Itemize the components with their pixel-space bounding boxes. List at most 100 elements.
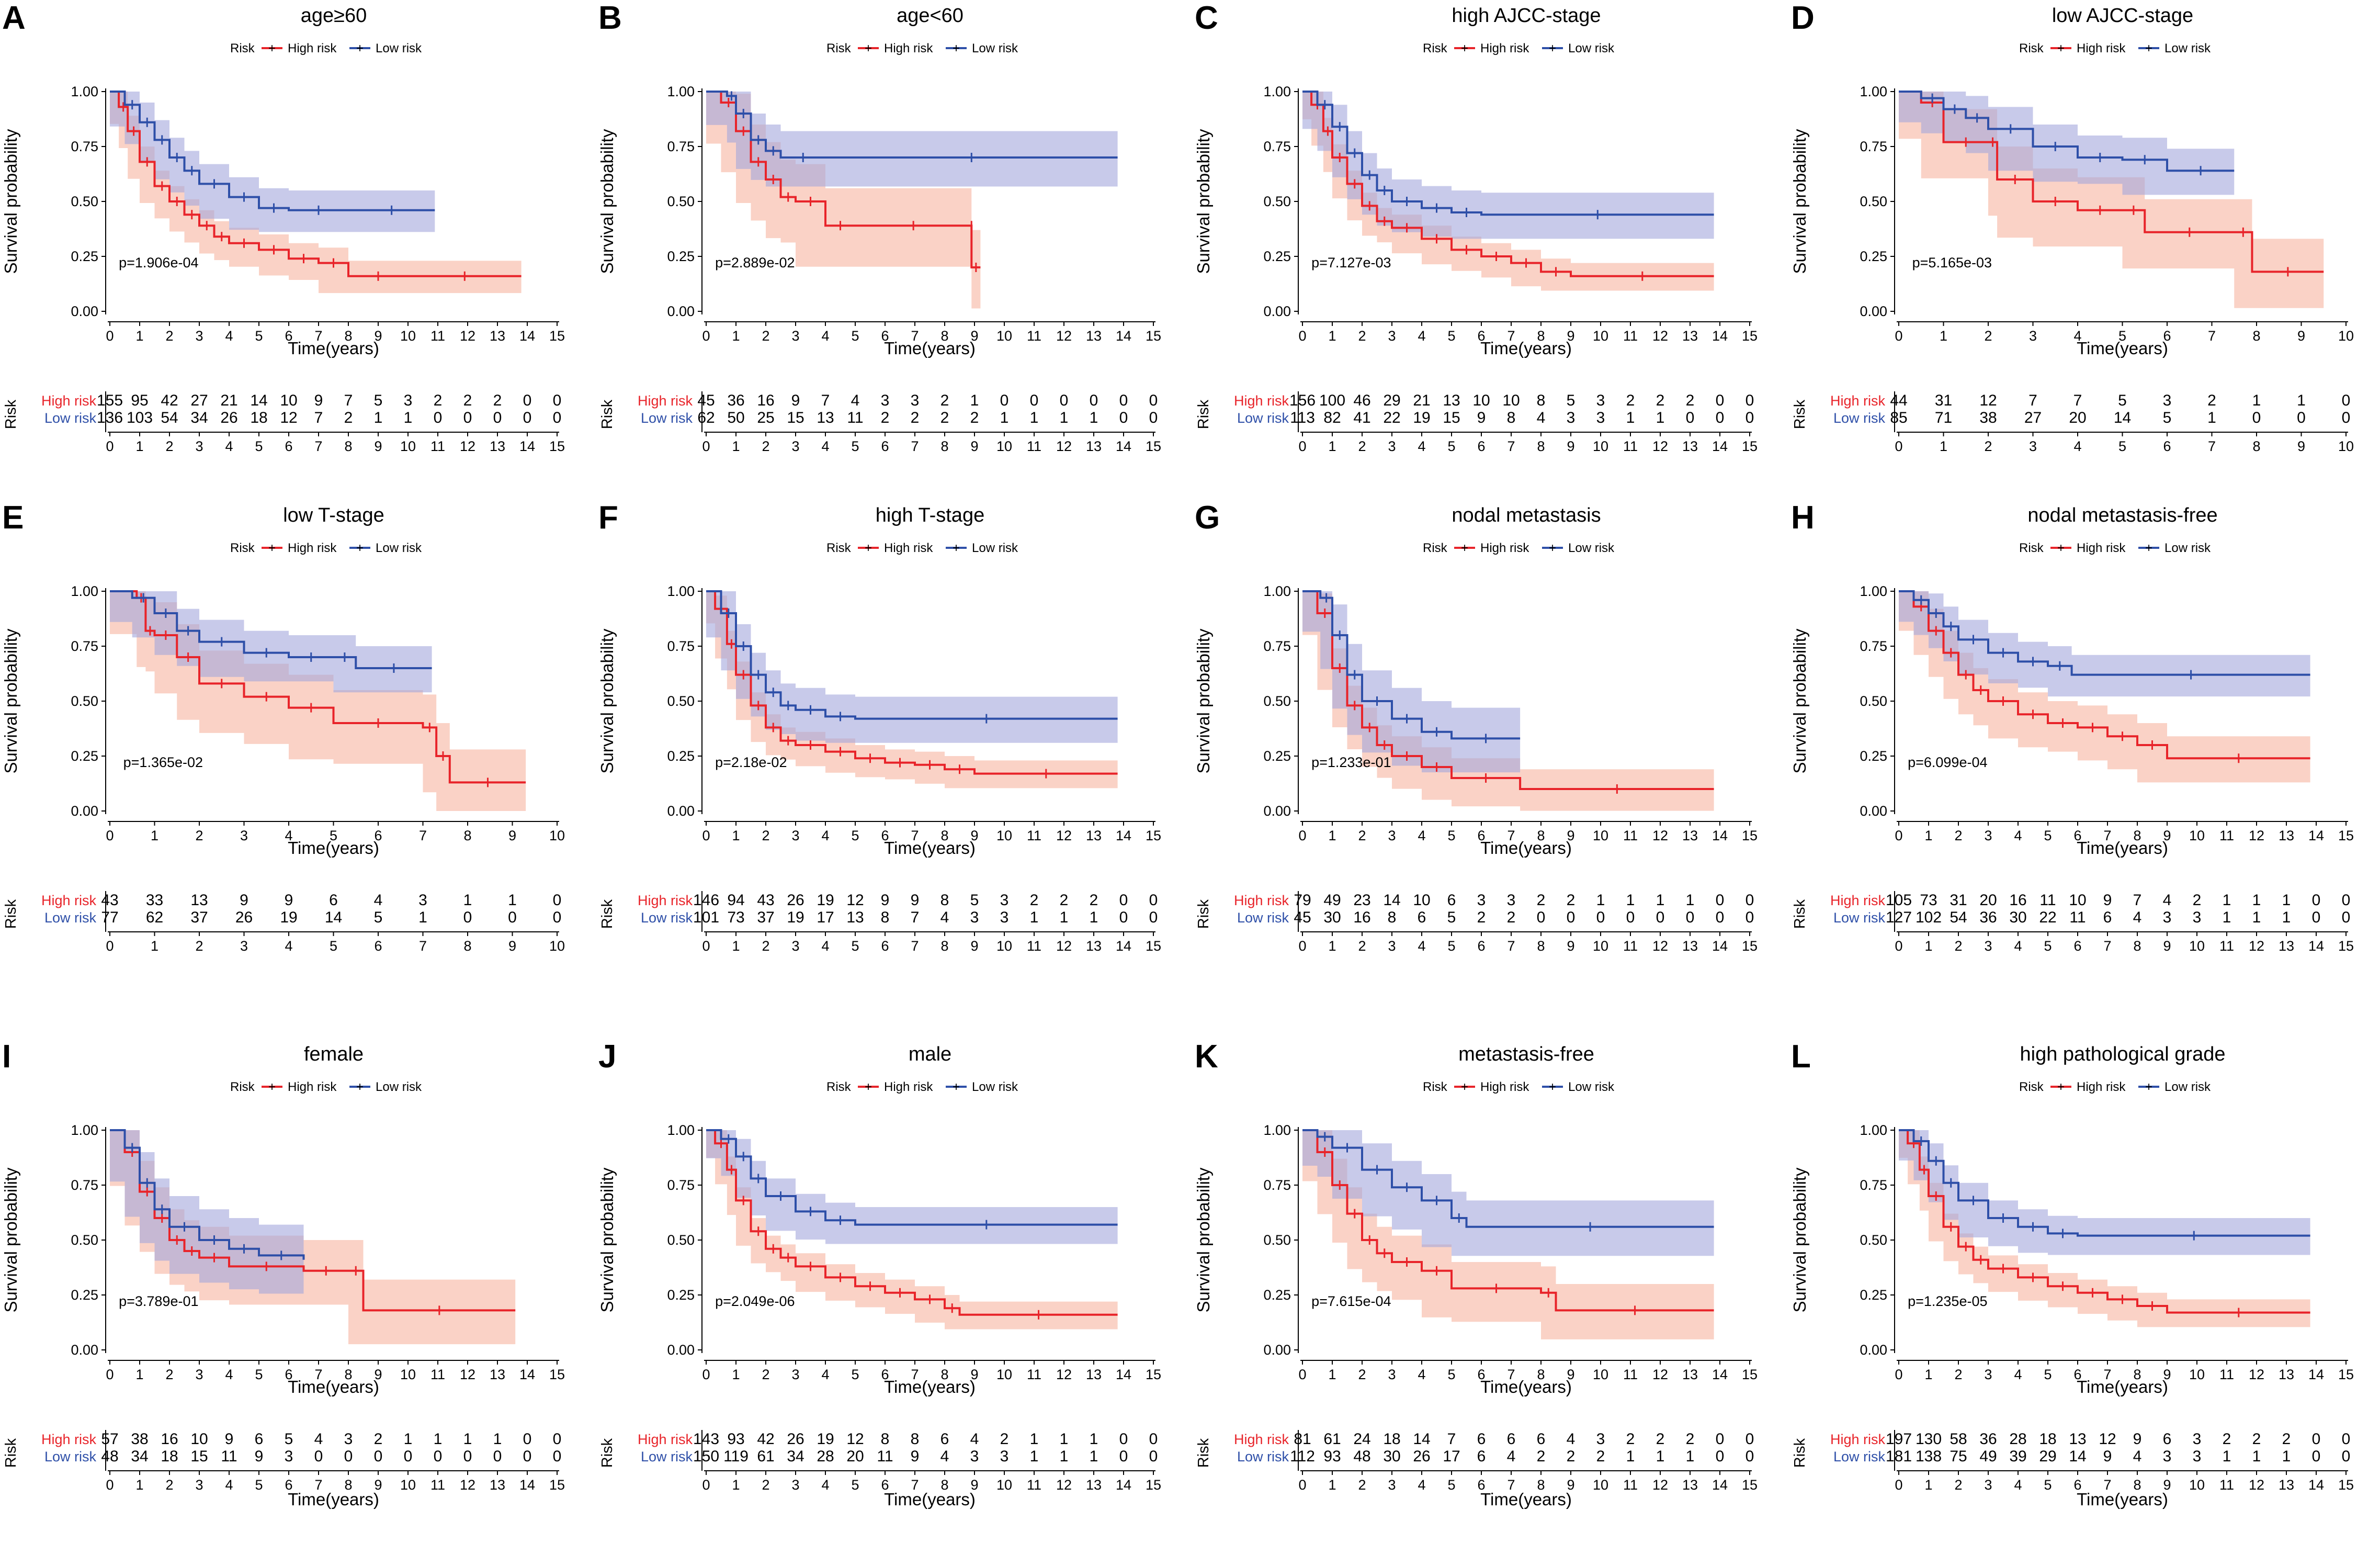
risk-count-high: 94: [727, 892, 744, 909]
risk-x-tick-label: 4: [2014, 1477, 2022, 1493]
risk-count-high: 8: [940, 892, 949, 909]
x-tick-label: 4: [1418, 1367, 1425, 1382]
risk-count-low: 34: [131, 1448, 148, 1465]
risk-x-tick-label: 3: [791, 938, 799, 954]
y-tick-label: 1.00: [71, 84, 98, 99]
risk-count-high: 9: [791, 392, 800, 409]
risk-count-low: 34: [787, 1448, 804, 1465]
x-tick-label: 7: [419, 828, 427, 843]
y-tick-label: 0.00: [667, 803, 695, 819]
risk-count-low: 2: [1567, 1448, 1576, 1465]
x-tick-label: 14: [519, 328, 535, 344]
risk-x-tick-label: 6: [1477, 1477, 1485, 1493]
x-tick-label: 14: [2308, 828, 2324, 843]
risk-count-low: 39: [2009, 1448, 2026, 1465]
y-tick-label: 0.25: [1263, 249, 1291, 264]
x-tick-label: 12: [1652, 828, 1668, 843]
x-tick-label: 2: [1358, 328, 1366, 344]
legend-title: Risk: [230, 41, 255, 55]
risk-count-high: 0: [1746, 1430, 1754, 1448]
risk-x-tick-label: 11: [1623, 438, 1638, 454]
risk-count-low: 0: [404, 1448, 413, 1465]
risk-count-low: 17: [817, 909, 834, 926]
y-axis-label: Survival probability: [1194, 1167, 1213, 1312]
risk-x-tick-label: 1: [732, 938, 740, 954]
x-tick-label: 14: [1116, 1367, 1131, 1382]
x-tick-label: 10: [549, 828, 565, 843]
risk-count-low: 5: [2163, 409, 2172, 426]
risk-count-low: 1: [1060, 409, 1069, 426]
legend-high-label: High risk: [1480, 1080, 1529, 1094]
risk-x-tick-label: 3: [240, 938, 248, 954]
legend-low-label: Low risk: [972, 41, 1018, 55]
x-tick-label: 5: [2118, 328, 2126, 344]
legend-title: Risk: [826, 41, 852, 55]
risk-count-low: 73: [727, 909, 744, 926]
risk-count-low: 127: [1886, 909, 1912, 926]
risk-x-tick-label: 12: [2249, 938, 2264, 954]
risk-x-tick-label: 7: [314, 438, 322, 454]
low-risk-survival-curve: [110, 91, 435, 211]
risk-x-tick-label: 14: [1116, 938, 1131, 954]
x-axis-label: Time(years): [884, 1377, 976, 1396]
x-tick-label: 3: [1388, 1367, 1396, 1382]
risk-count-high: 0: [1090, 392, 1098, 409]
risk-table-axis-label: Risk: [599, 399, 616, 429]
risk-count-high: 0: [2342, 392, 2351, 409]
x-tick-label: 13: [1086, 328, 1102, 344]
legend-high-mark: +: [2057, 1080, 2065, 1094]
y-tick-label: 0.00: [1860, 1342, 1887, 1358]
risk-count-low: 1: [1060, 909, 1069, 926]
risk-count-high: 105: [1886, 892, 1912, 909]
risk-count-high: 2: [463, 392, 472, 409]
risk-row-label-low: Low risk: [641, 910, 693, 926]
x-tick-label: 0: [1298, 328, 1306, 344]
risk-x-tick-label: 6: [2073, 938, 2081, 954]
risk-count-low: 14: [325, 909, 342, 926]
risk-x-tick-label: 13: [1086, 1477, 1102, 1493]
legend: Risk + High risk + Low risk: [1423, 41, 1615, 55]
panel-title: age<60: [897, 5, 964, 27]
y-axis-label: Survival probability: [1194, 628, 1213, 773]
risk-x-tick-label: 8: [344, 438, 352, 454]
risk-count-low: 1: [2282, 1448, 2291, 1465]
risk-count-low: 0: [2312, 1448, 2321, 1465]
risk-x-tick-label: 7: [1507, 1477, 1515, 1493]
risk-count-high: 3: [1507, 892, 1516, 909]
x-tick-label: 14: [2308, 1367, 2324, 1382]
risk-count-high: 14: [250, 392, 267, 409]
risk-count-low: 1: [1090, 909, 1098, 926]
risk-x-tick-label: 3: [791, 438, 799, 454]
y-tick-label: 0.00: [1263, 1342, 1291, 1358]
risk-count-high: 3: [1477, 892, 1486, 909]
risk-count-high: 0: [2312, 892, 2321, 909]
risk-x-tick-label: 11: [1027, 938, 1041, 954]
panel-letter: L: [1791, 1039, 1811, 1075]
risk-count-low: 136: [97, 409, 123, 426]
risk-count-low: 2: [911, 409, 920, 426]
risk-x-tick-label: 4: [821, 1477, 829, 1493]
p-value-label: p=7.127e-03: [1311, 255, 1391, 271]
x-tick-label: 15: [1146, 1367, 1161, 1382]
x-axis-label: Time(years): [884, 339, 976, 358]
y-tick-label: 0.75: [667, 139, 695, 154]
risk-x-tick-label: 10: [1593, 938, 1608, 954]
risk-x-tick-label: 2: [762, 1477, 769, 1493]
risk-x-tick-label: 4: [1418, 938, 1425, 954]
x-tick-label: 8: [1537, 1367, 1545, 1382]
risk-x-tick-label: 7: [2103, 1477, 2111, 1493]
risk-count-low: 1: [2252, 909, 2261, 926]
y-tick-label: 0.50: [1860, 693, 1887, 709]
risk-count-high: 3: [1596, 1430, 1605, 1448]
x-axis-label: Time(years): [288, 1377, 379, 1396]
legend: Risk + High risk + Low risk: [1423, 541, 1615, 555]
risk-count-low: 0: [344, 1448, 353, 1465]
risk-table-axis-label: Risk: [1792, 1438, 1808, 1468]
x-axis-label: Time(years): [2077, 1377, 2168, 1396]
y-tick-label: 0.00: [667, 303, 695, 319]
risk-count-low: 1: [1090, 1448, 1098, 1465]
risk-count-low: 102: [1916, 909, 1942, 926]
risk-count-low: 0: [1686, 409, 1695, 426]
y-axis-label: Survival probability: [1, 129, 20, 274]
